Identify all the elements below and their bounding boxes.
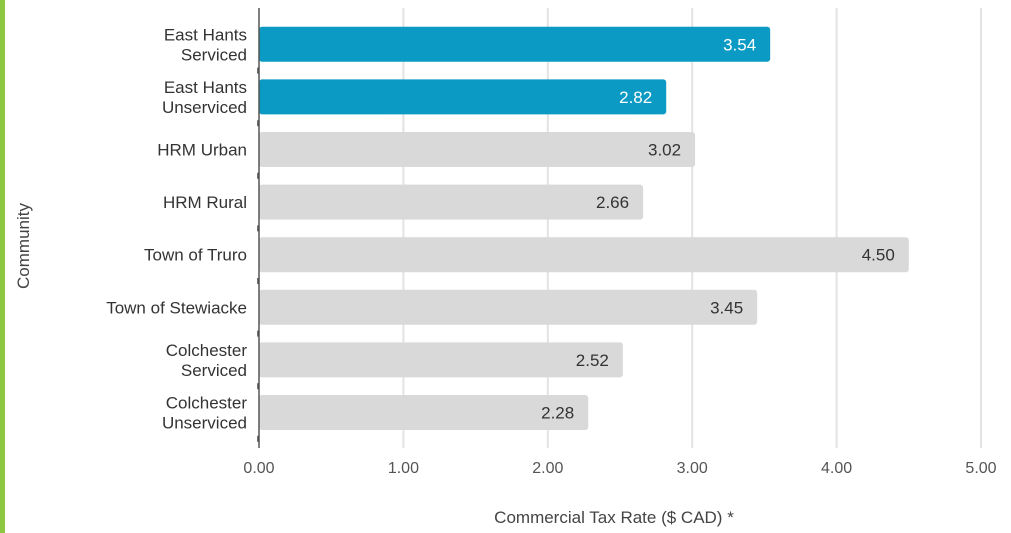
bar <box>259 132 696 167</box>
x-tick-label: 5.00 <box>965 460 996 477</box>
bar-value-label: 2.28 <box>541 404 574 423</box>
y-axis-title: Community <box>14 203 33 289</box>
bar <box>259 395 589 430</box>
category-label: East Hants Unserviced <box>162 78 247 117</box>
category-label: Town of Stewiacke <box>106 298 247 317</box>
category-label: Colchester Unserviced <box>162 394 247 433</box>
labels: 0.00 1.00 2.00 3.00 4.00 5.00 3.54 East Hants Se… <box>106 25 996 477</box>
category-label: HRM Urban <box>157 141 247 160</box>
category-label: HRM Rural <box>163 193 247 212</box>
bar-value-label: 3.02 <box>648 141 681 160</box>
bar-value-label: 2.66 <box>596 193 629 212</box>
category-label: Colchester Serviced <box>166 341 248 380</box>
x-tick-label: 4.00 <box>821 460 852 477</box>
bar-value-label: 3.54 <box>723 35 756 54</box>
bar-value-label: 2.82 <box>619 88 652 107</box>
category-label: Town of Truro <box>144 246 247 265</box>
x-tick-label: 0.00 <box>243 460 274 477</box>
bar <box>259 26 771 62</box>
gridlines <box>402 8 982 448</box>
x-tick-label: 2.00 <box>532 460 563 477</box>
left-accent-bar <box>0 0 5 533</box>
x-axis-title: Commercial Tax Rate ($ CAD) * <box>494 508 734 527</box>
bar <box>259 184 644 220</box>
category-label: East Hants Serviced <box>164 25 247 64</box>
bar-value-label: 2.52 <box>576 351 609 370</box>
bar <box>259 289 758 325</box>
bars <box>259 26 909 430</box>
bar <box>259 79 667 115</box>
bar <box>259 342 623 378</box>
x-tick-label: 3.00 <box>677 460 708 477</box>
bar <box>259 237 909 273</box>
bar-value-label: 4.50 <box>862 246 895 265</box>
x-tick-label: 1.00 <box>388 460 419 477</box>
bar-value-label: 3.45 <box>710 298 743 317</box>
axes <box>257 8 260 448</box>
